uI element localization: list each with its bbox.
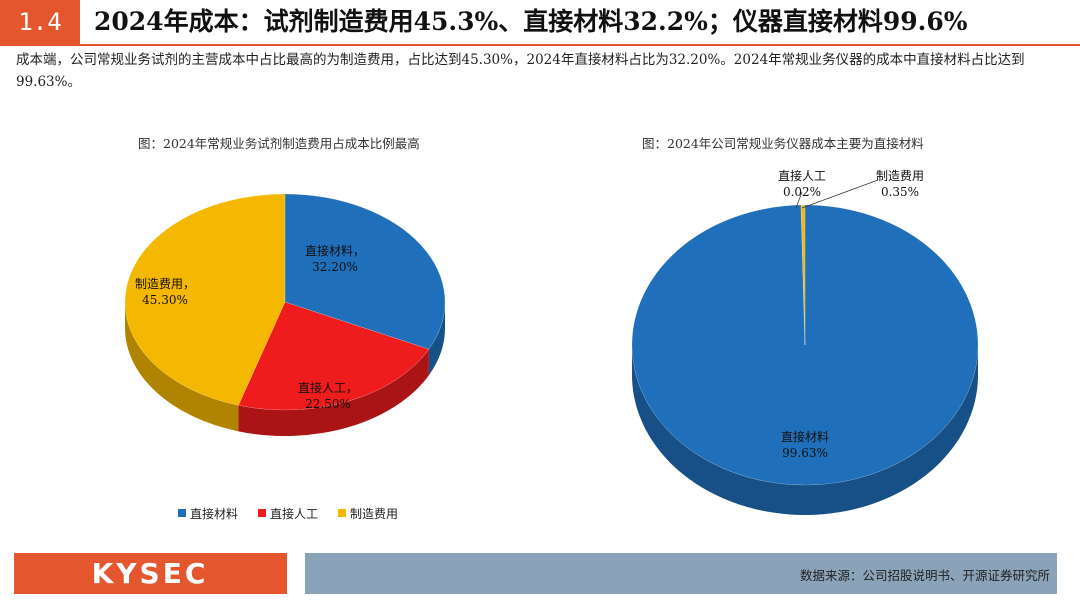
legend-swatch bbox=[338, 509, 347, 517]
chart-legend: 直接材料 直接人工 制造费用 bbox=[178, 504, 398, 522]
legend-label: 直接材料 bbox=[190, 506, 239, 521]
pie-slice-side bbox=[238, 349, 429, 436]
chart-1-title: 图：2024年常规业务试剂制造费用占成本比例最高 bbox=[138, 136, 420, 151]
data-source: 数据来源：公司招股说明书、开源证券研究所 bbox=[799, 568, 1050, 583]
pie-value-label: 0.02% bbox=[783, 185, 821, 199]
page-title: 2024年成本：试剂制造费用45.3%、直接材料32.2%；仪器直接材料99.6… bbox=[94, 7, 968, 36]
pie-leader-line bbox=[795, 191, 803, 209]
legend-item-manufacturing-cost: 制造费用 bbox=[338, 504, 398, 522]
pie-category-label: 直接人工， bbox=[298, 380, 358, 395]
footer-logo-bar bbox=[14, 553, 287, 594]
pie-category-label: 制造费用 bbox=[876, 169, 924, 183]
instrument-cost-pie-chart: 直接材料 99.63% 直接人工 0.02% 制造费用 0.35% bbox=[631, 168, 979, 515]
pie-slice bbox=[238, 301, 430, 411]
header-divider bbox=[0, 44, 1080, 46]
intro-paragraph: 成本端，公司常规业务试剂的主营成本中占比最高的为制造费用，占比达到45.30%，… bbox=[16, 52, 1025, 90]
pie-category-label: 直接材料 bbox=[781, 429, 829, 444]
pie-slice-side bbox=[125, 302, 239, 432]
pie-slice-side bbox=[632, 345, 978, 515]
footer-source-bar bbox=[305, 553, 1057, 594]
legend-item-direct-labor: 直接人工 bbox=[258, 504, 318, 522]
pie-category-label: 制造费用， bbox=[135, 277, 195, 291]
page-header: 1.4 2024年成本：试剂制造费用45.3%、直接材料32.2%；仪器直接材料… bbox=[0, 0, 1080, 44]
legend-label: 直接人工 bbox=[270, 506, 319, 521]
pie-slice bbox=[800, 204, 806, 346]
pie-slice bbox=[284, 193, 446, 350]
pie-leader-line bbox=[801, 179, 879, 209]
section-number: 1.4 bbox=[0, 0, 80, 44]
pie-category-label: 直接材料， bbox=[305, 243, 365, 258]
pie-value-label: 0.35% bbox=[881, 185, 919, 199]
legend-label: 制造费用 bbox=[350, 506, 399, 521]
legend-swatch bbox=[178, 509, 186, 517]
pie-slice-side bbox=[428, 302, 445, 376]
pie-slice bbox=[124, 193, 286, 406]
pie-value-label: 32.20% bbox=[312, 260, 358, 274]
legend-item-direct-material: 直接材料 bbox=[178, 504, 238, 522]
pie-value-label: 22.50% bbox=[305, 397, 351, 411]
legend-swatch bbox=[258, 509, 267, 517]
chart-2-title: 图：2024年公司常规业务仪器成本主要为直接材料 bbox=[642, 136, 924, 151]
pie-value-label: 45.30% bbox=[142, 293, 188, 307]
pie-category-label: 直接人工 bbox=[778, 168, 826, 183]
reagent-cost-pie-chart: 直接材料， 32.20% 直接人工， 22.50% 制造费用， 45.30% bbox=[124, 193, 446, 436]
pie-slice bbox=[631, 204, 979, 486]
pie-value-label: 99.63% bbox=[782, 446, 828, 460]
kysec-logo: KYSEC bbox=[91, 557, 209, 590]
